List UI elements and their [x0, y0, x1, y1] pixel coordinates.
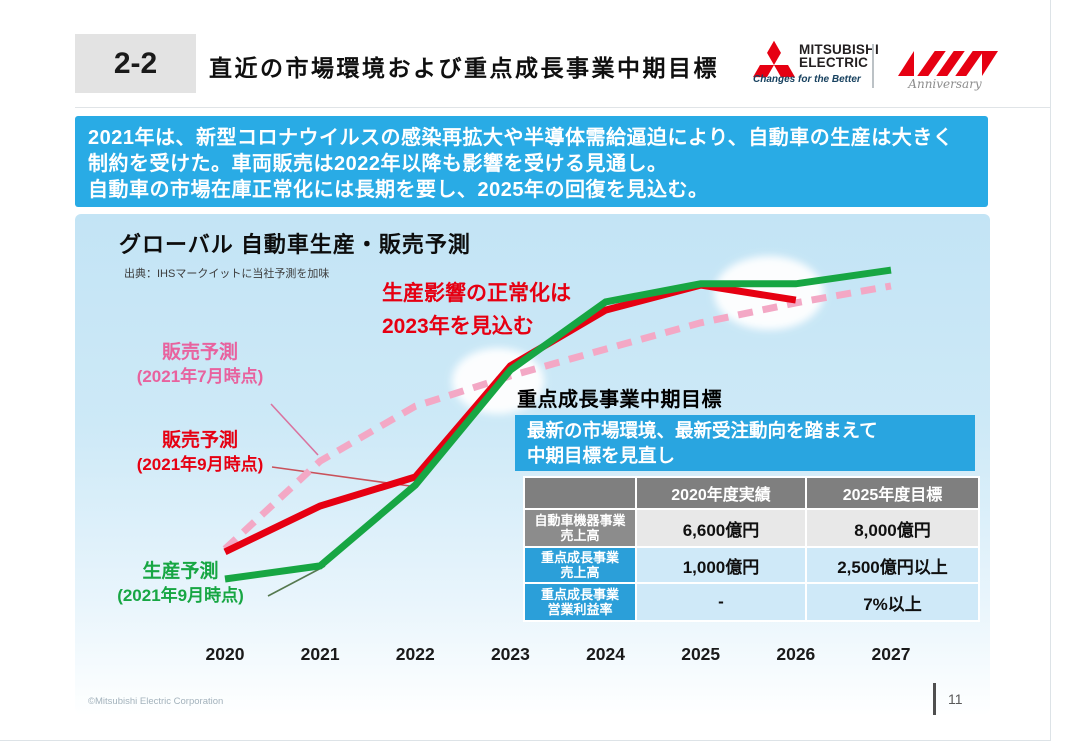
mitsubishi-three-diamonds-icon	[753, 40, 795, 78]
x-tick-2027: 2027	[871, 644, 911, 664]
header-cell-2020: 2020年度実績	[635, 476, 807, 510]
legend-sales-forecast-jul2021: 販売予測 (2021年7月時点)	[115, 341, 285, 389]
chart-annotation: 生産影響の正常化は 2023年を見込む	[382, 277, 571, 343]
x-tick-2023: 2023	[490, 644, 530, 664]
brand-line1: MITSUBISHI	[799, 42, 880, 57]
legend-title: 販売予測	[161, 430, 238, 451]
x-tick-2024: 2024	[586, 644, 626, 664]
legend-subtitle: (2021年9月時点)	[117, 586, 244, 605]
target-table: 2020年度実績 2025年度目標 自動車機器事業 売上高 6,600億円 8,…	[523, 476, 980, 622]
legend-title: 生産予測	[142, 561, 219, 582]
page-title: 直近の市場環境および重点成長事業中期目標	[209, 55, 719, 81]
legend-title: 販売予測	[161, 342, 238, 363]
header-cell-blank	[523, 476, 637, 510]
page-number-divider	[933, 683, 936, 715]
summary-banner: 2021年は、新型コロナウイルスの感染再拡大や半導体需給逼迫により、自動車の生産…	[75, 116, 988, 207]
slide-edge-right	[1050, 0, 1051, 741]
header-rule	[75, 107, 1050, 108]
cell-value: 7%以上	[805, 582, 980, 622]
x-tick-2020: 2020	[205, 644, 245, 664]
annotation-line2: 2023年を見込む	[382, 315, 534, 338]
row-label: 重点成長事業 売上高	[523, 546, 637, 584]
forecast-line-chart	[222, 256, 892, 597]
legend-production-forecast-sep2021: 生産予測 (2021年9月時点)	[93, 560, 268, 608]
anniversary-stripes-icon	[896, 51, 998, 76]
target-section-heading: 重点成長事業中期目標	[517, 389, 722, 411]
slide-edge-bottom	[0, 740, 1051, 741]
chart-source-note: 出典：IHSマークイットに当社予測を加味	[124, 268, 330, 280]
cell-value: 2,500億円以上	[805, 546, 980, 584]
callout-line: 最新の市場環境、最新受注動向を踏まえて	[527, 420, 878, 441]
cell-value: -	[635, 582, 807, 622]
table-header-row: 2020年度実績 2025年度目標	[523, 476, 980, 510]
callout-line-pink	[270, 403, 319, 456]
brand-tagline: Changes for the Better	[753, 74, 861, 85]
legend-subtitle: (2021年9月時点)	[136, 455, 264, 474]
callout-line-green	[267, 565, 326, 597]
section-number-badge: 2-2	[75, 34, 196, 93]
callout-line: 中期目標を見直し	[527, 445, 676, 466]
series-production-forecast-sep2021	[224, 266, 892, 583]
banner-line: 2021年は、新型コロナウイルスの感染再拡大や半導体需給逼迫により、自動車の生産…	[88, 127, 954, 149]
legend-subtitle: (2021年7月時点)	[136, 367, 264, 386]
logo-divider	[872, 44, 874, 88]
target-callout-box: 最新の市場環境、最新受注動向を踏まえて 中期目標を見直し	[515, 415, 975, 471]
banner-line: 制約を受けた。車両販売は2022年以降も影響を受ける見通し。	[88, 153, 668, 175]
table-row: 重点成長事業 営業利益率 - 7%以上	[523, 582, 980, 622]
table-row: 自動車機器事業 売上高 6,600億円 8,000億円	[523, 508, 980, 548]
legend-sales-forecast-sep2021: 販売予測 (2021年9月時点)	[115, 429, 285, 477]
table-row: 重点成長事業 売上高 1,000億円 2,500億円以上	[523, 546, 980, 584]
x-tick-2025: 2025	[681, 644, 721, 664]
row-label: 重点成長事業 営業利益率	[523, 582, 637, 622]
cell-value: 1,000億円	[635, 546, 807, 584]
chart-panel: グローバル 自動車生産・販売予測 出典：IHSマークイットに当社予測を加味 生産…	[75, 214, 990, 714]
series-sales-forecast-jul2021	[222, 282, 892, 552]
cell-value: 6,600億円	[635, 508, 807, 548]
annotation-line1: 生産影響の正常化は	[382, 282, 571, 305]
x-tick-2022: 2022	[395, 644, 435, 664]
x-tick-2026: 2026	[776, 644, 816, 664]
mitsubishi-electric-wordmark: MITSUBISHI ELECTRIC	[799, 42, 880, 70]
row-label: 自動車機器事業 売上高	[523, 508, 637, 548]
chart-title: グローバル 自動車生産・販売予測	[119, 232, 471, 257]
brand-line2: ELECTRIC	[799, 55, 869, 70]
x-tick-2021: 2021	[300, 644, 340, 664]
cell-value: 8,000億円	[805, 508, 980, 548]
banner-line: 自動車の市場在庫正常化には長期を要し、2025年の回復を見込む。	[88, 179, 709, 201]
anniversary-label: Anniversary	[908, 77, 982, 91]
copyright-notice: ©Mitsubishi Electric Corporation	[88, 696, 224, 707]
header-cell-2025: 2025年度目標	[805, 476, 980, 510]
page-number: 11	[948, 691, 963, 707]
